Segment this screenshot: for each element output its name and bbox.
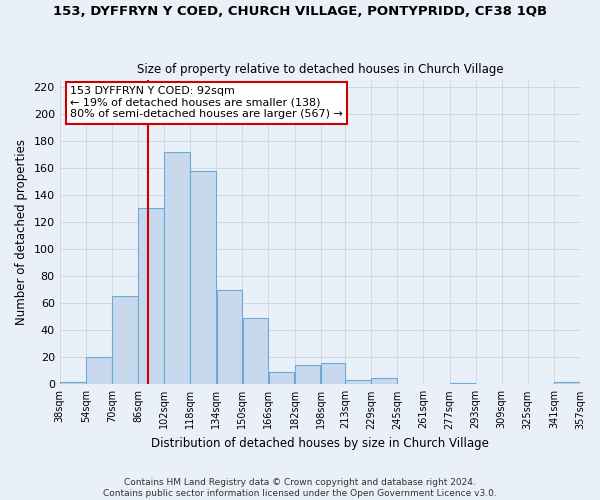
- Bar: [138, 208, 164, 384]
- Bar: [269, 372, 295, 384]
- Title: Size of property relative to detached houses in Church Village: Size of property relative to detached ho…: [137, 63, 503, 76]
- Bar: [242, 318, 268, 384]
- Text: 153 DYFFRYN Y COED: 92sqm
← 19% of detached houses are smaller (138)
80% of semi: 153 DYFFRYN Y COED: 92sqm ← 19% of detac…: [70, 86, 343, 119]
- Bar: [450, 383, 475, 384]
- Bar: [321, 362, 345, 384]
- Bar: [554, 382, 580, 384]
- Bar: [346, 380, 371, 384]
- Bar: [217, 290, 242, 384]
- Bar: [295, 366, 320, 384]
- Bar: [190, 170, 216, 384]
- Bar: [164, 152, 190, 384]
- Text: Contains HM Land Registry data © Crown copyright and database right 2024.
Contai: Contains HM Land Registry data © Crown c…: [103, 478, 497, 498]
- Bar: [60, 382, 86, 384]
- Bar: [86, 358, 112, 384]
- Bar: [371, 378, 397, 384]
- X-axis label: Distribution of detached houses by size in Church Village: Distribution of detached houses by size …: [151, 437, 489, 450]
- Bar: [112, 296, 138, 384]
- Y-axis label: Number of detached properties: Number of detached properties: [15, 139, 28, 325]
- Text: 153, DYFFRYN Y COED, CHURCH VILLAGE, PONTYPRIDD, CF38 1QB: 153, DYFFRYN Y COED, CHURCH VILLAGE, PON…: [53, 5, 547, 18]
